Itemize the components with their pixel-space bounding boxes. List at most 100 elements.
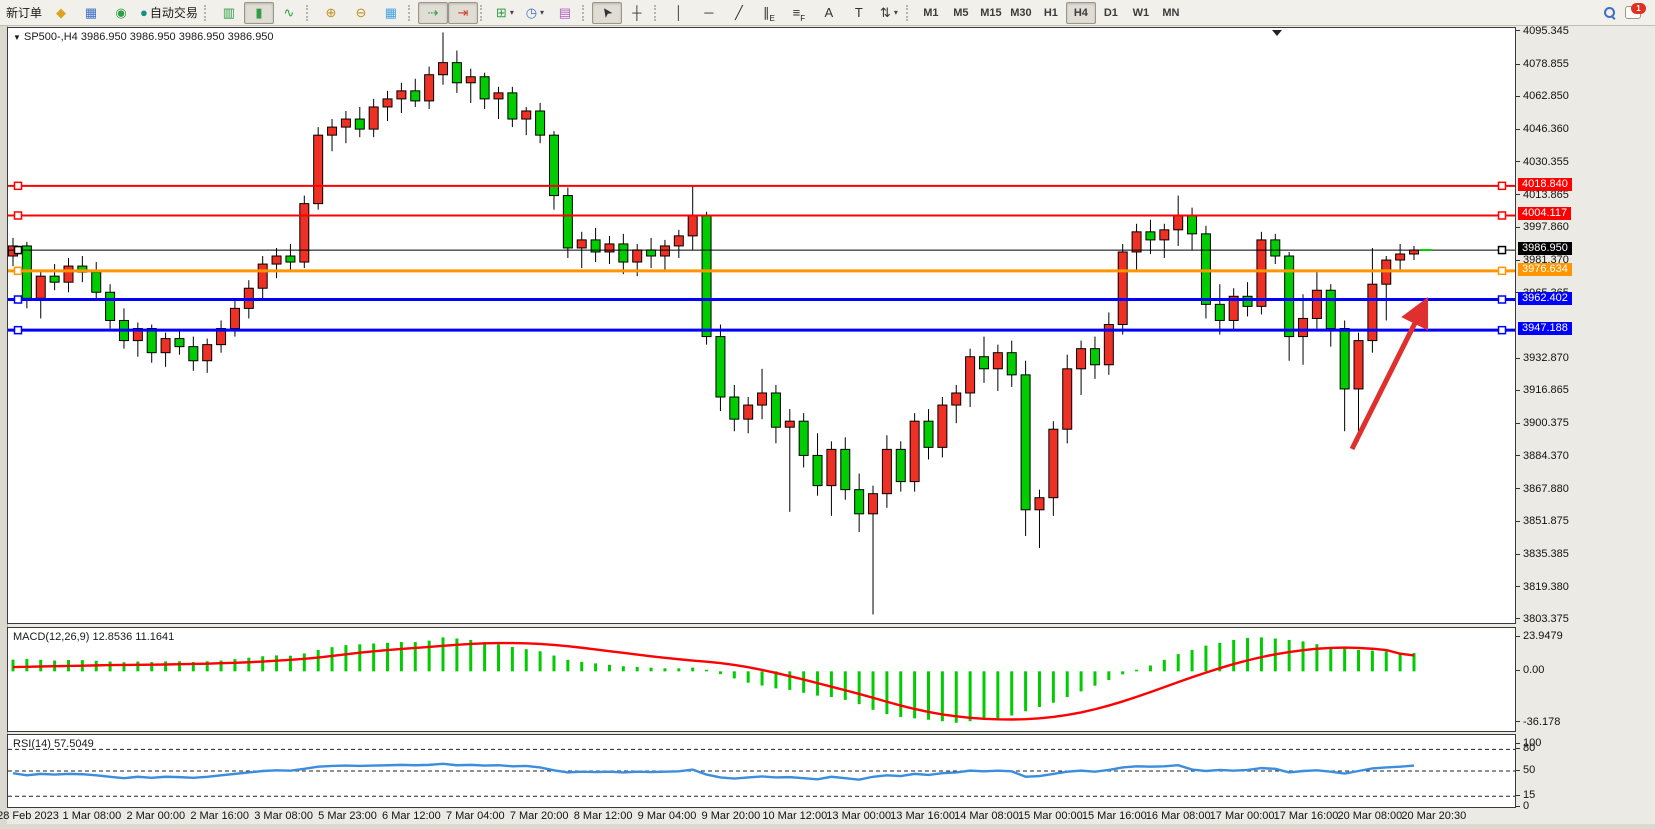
candlestick-chart-icon: ▮ xyxy=(255,5,263,20)
line-handle[interactable] xyxy=(1497,211,1507,220)
vertical-line-icon[interactable]: │ xyxy=(664,2,694,24)
tf-h4-button[interactable]: H4 xyxy=(1065,1,1096,24)
candle-body xyxy=(438,62,449,76)
line-handle[interactable] xyxy=(13,325,23,335)
horizontal-line-icon[interactable]: ─ xyxy=(694,2,724,24)
candle-body xyxy=(1187,215,1198,235)
time-label: 17 Mar 16:00 xyxy=(1273,810,1339,822)
line-handle[interactable] xyxy=(1497,245,1507,255)
price-chart-pane[interactable]: ▼ SP500-,H4 3986.950 3986.950 3986.950 3… xyxy=(7,27,1516,624)
tick-dash xyxy=(1516,226,1520,228)
bar-chart-icon[interactable]: ▥ xyxy=(214,2,244,24)
period-clock-icon[interactable]: ◷ ▾ xyxy=(520,2,550,24)
rsi-line xyxy=(12,762,1415,781)
chart-collapse-icon[interactable]: ▼ xyxy=(13,33,21,42)
tick-dash xyxy=(1516,488,1520,490)
price-tick-label: 4046.360 xyxy=(1516,123,1655,135)
dropdown-caret-icon[interactable]: ▾ xyxy=(893,8,898,17)
candle xyxy=(424,66,435,109)
candle-body xyxy=(35,275,46,299)
time-axis[interactable]: 28 Feb 2023 1 Mar 08:00 2 Mar 00:00 2 Mar 1… xyxy=(0,808,1514,824)
tf-m15-button[interactable]: M15 xyxy=(976,2,1006,24)
zoom-in-icon[interactable]: ⊕ xyxy=(316,2,346,24)
tf-d1-button[interactable]: D1 xyxy=(1096,2,1126,24)
chat-icon[interactable]: 1 xyxy=(1625,3,1646,19)
candle xyxy=(118,308,129,349)
line-handle[interactable] xyxy=(1497,181,1507,191)
candle-body xyxy=(1395,253,1406,261)
candle xyxy=(1325,284,1336,347)
macd-indicator-pane[interactable]: MACD(12,26,9) 12.8536 11.1641 xyxy=(7,627,1516,732)
auto-scroll-icon[interactable]: ⇢ xyxy=(417,1,448,24)
line-handle[interactable] xyxy=(13,211,23,220)
dropdown-caret-icon[interactable]: ▾ xyxy=(509,8,514,17)
price-tick-label: 3819.380 xyxy=(1516,581,1655,593)
line-handle[interactable] xyxy=(13,266,23,276)
trend-arrow-object[interactable] xyxy=(1349,296,1429,451)
candle-body xyxy=(1020,374,1031,511)
line-handle[interactable] xyxy=(1497,266,1507,276)
chart-shift-icon[interactable]: ⇥ xyxy=(447,1,478,24)
line-handle[interactable] xyxy=(13,295,23,304)
candle-body xyxy=(854,489,865,515)
new-order-button[interactable]: 新订单 xyxy=(2,2,46,24)
price-badge: 4018.840 xyxy=(1518,177,1572,191)
candle xyxy=(451,50,462,93)
line-handle[interactable] xyxy=(1497,325,1507,335)
add-indicator-icon[interactable]: ⊞ ▾ xyxy=(490,2,520,24)
fibonacci-icon[interactable]: ≡ F xyxy=(784,2,814,24)
tf-w1-button-label: W1 xyxy=(1132,6,1150,19)
candlestick-chart-icon[interactable]: ▮ xyxy=(243,1,274,24)
signals-icon[interactable]: ◉ xyxy=(106,2,136,24)
candle-body xyxy=(271,255,282,265)
autotrading-button[interactable]: ● 自动交易 xyxy=(136,2,202,24)
time-label: 3 Mar 08:00 xyxy=(254,810,313,822)
line-handle[interactable] xyxy=(13,181,23,191)
candle-body xyxy=(1034,497,1045,511)
candle-body xyxy=(63,265,74,283)
zoom-out-icon[interactable]: ⊖ xyxy=(346,2,376,24)
line-handle[interactable] xyxy=(13,245,23,255)
tf-m1-button[interactable]: M1 xyxy=(916,2,946,24)
text-label-icon[interactable]: T xyxy=(844,2,874,24)
candle xyxy=(646,237,657,269)
tf-m5-button[interactable]: M5 xyxy=(946,2,976,24)
cursor-icon[interactable]: ➤ xyxy=(591,1,622,24)
candle xyxy=(1159,223,1170,259)
candle xyxy=(160,332,171,367)
market-watch-icon: ▦ xyxy=(84,5,98,20)
line-chart-icon[interactable]: ∿ xyxy=(274,2,304,24)
tf-h1-button[interactable]: H1 xyxy=(1036,2,1066,24)
text-icon[interactable]: A xyxy=(814,2,844,24)
time-label: 14 Mar 08:00 xyxy=(954,810,1019,822)
tf-mn-button[interactable]: MN xyxy=(1156,2,1186,24)
tick-dash xyxy=(1516,769,1520,771)
template-icon[interactable]: ▤ xyxy=(550,2,580,24)
chart-shift-marker[interactable] xyxy=(1272,30,1282,36)
time-label: 8 Mar 12:00 xyxy=(573,810,633,822)
arrows-icon[interactable]: ⇅ ▾ xyxy=(874,2,904,24)
price-axis[interactable]: 4095.345 4078.855 4062.850 4046.360 4030.355… xyxy=(1516,25,1655,812)
candle-body xyxy=(299,203,310,263)
tile-windows-icon: ▦ xyxy=(384,5,398,20)
channel-icon[interactable]: ∥ E xyxy=(754,2,784,24)
funnel-icon[interactable]: ◆ xyxy=(46,2,76,24)
candle xyxy=(687,185,698,250)
candle-body xyxy=(1228,295,1239,321)
search-icon[interactable] xyxy=(1604,7,1616,20)
candle-body xyxy=(923,420,934,448)
candle-body xyxy=(91,271,102,293)
line-handle[interactable] xyxy=(1497,295,1507,304)
market-watch-icon[interactable]: ▦ xyxy=(76,2,106,24)
candle xyxy=(1131,223,1142,271)
rsi-indicator-pane[interactable]: RSI(14) 57.5049 xyxy=(7,734,1516,808)
candle xyxy=(826,441,837,516)
crosshair-icon[interactable]: ┼ xyxy=(622,2,652,24)
tile-windows-icon[interactable]: ▦ xyxy=(376,2,406,24)
trendline-icon[interactable]: ╱ xyxy=(724,2,754,24)
dropdown-caret-icon[interactable]: ▾ xyxy=(540,8,545,17)
tf-m30-button[interactable]: M30 xyxy=(1006,2,1036,24)
candle xyxy=(49,264,60,291)
candle xyxy=(548,131,559,210)
tf-w1-button[interactable]: W1 xyxy=(1126,2,1156,24)
